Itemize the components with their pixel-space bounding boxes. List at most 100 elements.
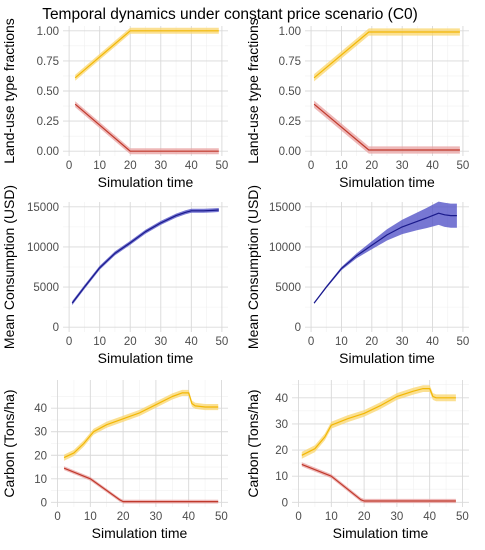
x-tick-label: 0	[66, 160, 72, 172]
series-2-line	[301, 463, 456, 502]
y-tick-label: 20	[275, 445, 288, 457]
y-tick-label: 0.75	[37, 56, 59, 68]
x-axis-title: Simulation time	[339, 174, 435, 190]
y-tick-label: 10000	[269, 242, 301, 254]
series-2-line	[313, 103, 460, 151]
x-tick-label: 20	[365, 336, 378, 348]
panel-4: 0 10 20 30 40 50 0 5000 10000 15000 Simulation tim…	[245, 185, 469, 366]
x-tick-label: 20	[124, 160, 137, 172]
x-tick-label: 40	[182, 511, 195, 523]
series-1-ribbon	[314, 28, 460, 82]
series-1-line	[71, 209, 219, 304]
x-tick-label: 20	[124, 336, 137, 348]
panel-5: 0 10 20 30 40 50 0 10 20 30 40 Simulation time Carbo…	[1, 380, 228, 541]
series-2-ribbon	[75, 101, 219, 155]
y-axis-title: Carbon (Tons/ha)	[245, 389, 261, 497]
series-1-line	[313, 212, 457, 304]
x-tick-label: 0	[54, 511, 60, 523]
series-2-ribbon	[64, 466, 219, 504]
series-1-line	[313, 31, 460, 79]
x-tick-label: 10	[335, 336, 348, 348]
x-tick-label: 10	[325, 511, 338, 523]
series-1-ribbon	[314, 201, 457, 304]
y-tick-label: 0.50	[37, 86, 59, 98]
x-tick-label: 30	[149, 511, 162, 523]
y-tick-label: 0.25	[279, 116, 301, 128]
y-tick-label: 5000	[275, 282, 301, 294]
series-2-ribbon	[314, 100, 460, 154]
y-tick-label: 20	[34, 450, 47, 462]
y-tick-label: 40	[275, 393, 288, 405]
x-tick-label: 50	[215, 336, 228, 348]
y-tick-label: 0.75	[279, 56, 301, 68]
y-tick-label: 0	[53, 322, 59, 334]
series-1-line	[301, 388, 456, 456]
x-tick-label: 40	[185, 160, 198, 172]
x-axis-title: Simulation time	[98, 350, 194, 366]
x-axis-title: Simulation time	[333, 525, 429, 541]
x-tick-label: 40	[426, 336, 439, 348]
y-tick-label: 0.00	[37, 146, 59, 158]
x-tick-label: 10	[335, 160, 348, 172]
x-tick-label: 0	[295, 511, 301, 523]
x-tick-label: 0	[308, 336, 314, 348]
y-tick-label: 10	[34, 474, 47, 486]
series-2-ribbon	[301, 462, 456, 504]
y-tick-label: 10000	[27, 242, 59, 254]
y-tick-label: 10	[275, 471, 288, 483]
y-tick-label: 0.50	[279, 86, 301, 98]
y-tick-label: 15000	[269, 202, 301, 214]
y-tick-label: 0	[282, 497, 288, 509]
series-1-line	[74, 30, 219, 79]
x-tick-label: 30	[390, 511, 403, 523]
x-tick-label: 40	[423, 511, 436, 523]
y-tick-label: 30	[34, 427, 47, 439]
x-tick-label: 0	[308, 160, 314, 172]
series-2-line	[74, 103, 219, 152]
y-axis-title: Mean Consumption (USD)	[245, 185, 261, 349]
x-tick-label: 10	[93, 336, 106, 348]
x-tick-label: 40	[426, 160, 439, 172]
figure-title: Temporal dynamics under constant price s…	[42, 6, 418, 23]
series-1-line	[63, 392, 219, 459]
y-tick-label: 0	[295, 322, 301, 334]
panel-6: 0 10 20 30 40 50 0 10 20 30 40 Simulation time Carbo…	[245, 380, 469, 541]
x-tick-label: 0	[66, 336, 72, 348]
x-tick-label: 50	[457, 336, 470, 348]
y-tick-label: 15000	[27, 202, 59, 214]
x-tick-label: 10	[93, 160, 106, 172]
x-tick-label: 20	[117, 511, 130, 523]
x-axis-title: Simulation time	[92, 525, 188, 541]
panel-1: 0 10 20 30 40 50 0.00 0.25 0.50 0.75 1.00 Simulatio…	[1, 18, 228, 190]
y-tick-label: 0.00	[279, 146, 301, 158]
series-1-ribbon	[301, 385, 456, 459]
x-tick-label: 40	[185, 336, 198, 348]
y-tick-label: 30	[275, 419, 288, 431]
x-tick-label: 10	[84, 511, 97, 523]
panel-3: 0 10 20 30 40 50 0 5000 10000 15000 Simulation tim…	[1, 185, 228, 366]
y-tick-label: 5000	[33, 282, 59, 294]
x-tick-label: 50	[457, 160, 470, 172]
y-tick-label: 1.00	[279, 26, 301, 38]
x-tick-label: 50	[215, 160, 228, 172]
y-axis-title: Land-use type fractions	[245, 18, 261, 164]
x-axis-title: Simulation time	[98, 174, 194, 190]
x-tick-label: 20	[358, 511, 371, 523]
y-tick-label: 0	[41, 497, 47, 509]
x-tick-label: 30	[396, 336, 409, 348]
y-axis-title: Land-use type fractions	[1, 18, 17, 164]
x-axis-title: Simulation time	[339, 350, 435, 366]
x-tick-label: 30	[154, 336, 167, 348]
x-tick-label: 50	[456, 511, 469, 523]
y-tick-label: 40	[34, 403, 47, 415]
series-2-line	[63, 467, 219, 503]
x-tick-label: 50	[215, 511, 228, 523]
x-tick-label: 30	[396, 160, 409, 172]
x-tick-label: 20	[365, 160, 378, 172]
y-tick-label: 0.25	[37, 116, 59, 128]
y-axis-title: Carbon (Tons/ha)	[1, 389, 17, 497]
x-tick-label: 30	[154, 160, 167, 172]
y-axis-title: Mean Consumption (USD)	[1, 185, 17, 349]
panel-2: 0 10 20 30 40 50 0.00 0.25 0.50 0.75 1.00 Simulatio…	[245, 18, 469, 190]
